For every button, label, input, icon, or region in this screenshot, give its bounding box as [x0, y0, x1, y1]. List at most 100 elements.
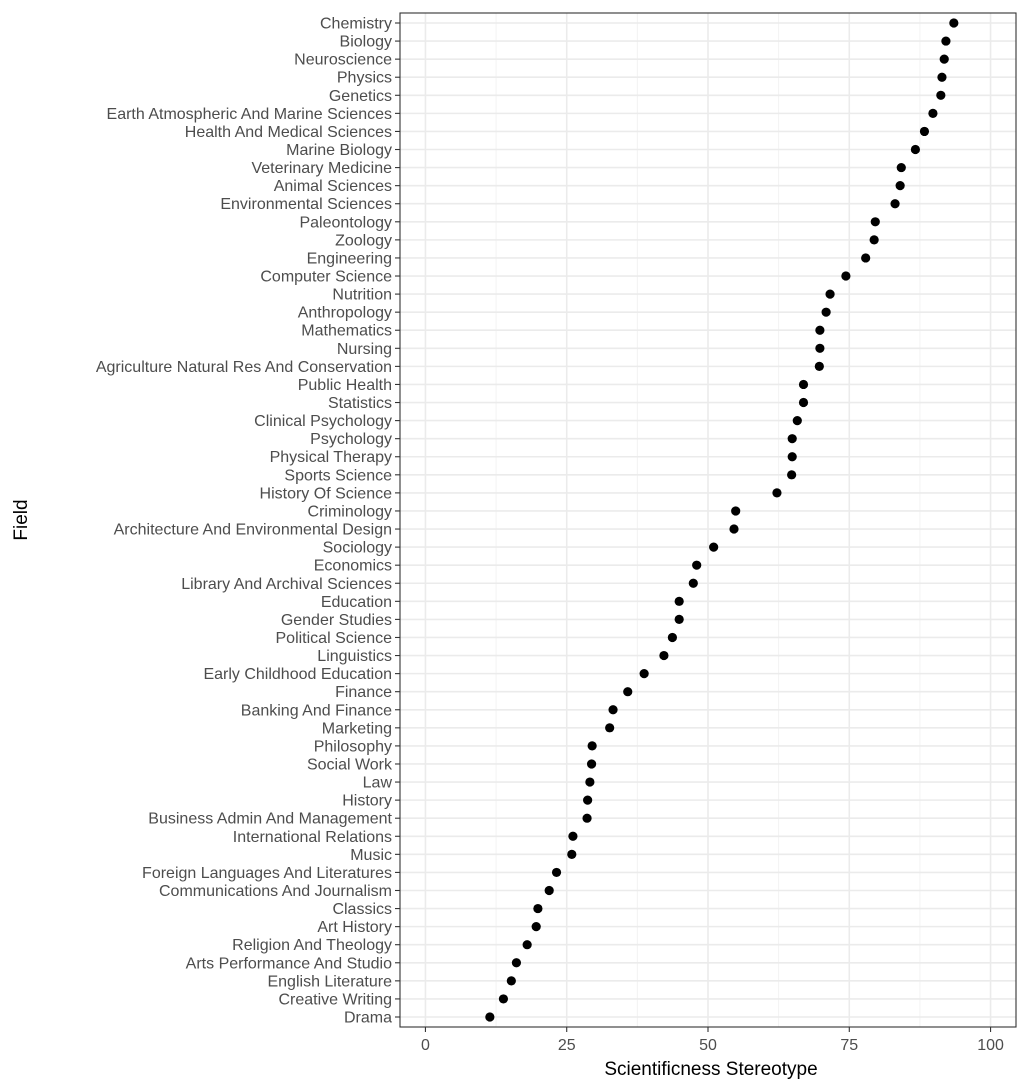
data-point: [709, 542, 719, 552]
data-point: [787, 452, 797, 462]
y-tick-label: Finance: [335, 684, 392, 701]
x-tick-label: 50: [699, 1037, 717, 1054]
data-point: [586, 759, 597, 769]
data-point: [787, 470, 797, 480]
y-tick-label: Linguistics: [317, 648, 392, 665]
data-point: [815, 325, 825, 335]
data-point: [895, 181, 905, 191]
data-point: [787, 434, 797, 444]
data-point: [729, 524, 739, 534]
x-axis-ticks: [424, 1027, 992, 1032]
y-tick-label: Business Admin And Management: [148, 811, 392, 828]
y-tick-label: Neuroscience: [294, 52, 392, 69]
y-tick-label: Creative Writing: [278, 991, 392, 1008]
data-point: [896, 162, 906, 173]
data-point: [667, 632, 677, 643]
data-point: [506, 976, 516, 986]
data-point: [623, 687, 633, 697]
y-tick-label: Drama: [344, 1010, 392, 1027]
data-point: [941, 36, 951, 46]
y-tick-label: Sociology: [323, 540, 392, 557]
data-point: [919, 126, 930, 137]
y-tick-label: History Of Science: [260, 485, 393, 502]
data-point: [551, 867, 562, 878]
data-point: [531, 922, 541, 932]
data-point: [869, 235, 879, 245]
y-tick-label: Economics: [314, 558, 392, 575]
y-tick-label: Marine Biology: [286, 142, 392, 159]
y-tick-label: Banking And Finance: [241, 702, 392, 719]
x-tick-label: 100: [977, 1037, 1004, 1054]
y-tick-label: Physics: [337, 70, 392, 87]
data-point: [568, 831, 578, 841]
data-point: [639, 669, 649, 679]
data-point: [498, 994, 509, 1004]
y-axis-title: Field: [11, 499, 32, 540]
y-tick-label: Zoology: [335, 232, 392, 249]
x-axis-title: Scientificness Stereotype: [604, 1059, 817, 1080]
data-point: [825, 289, 835, 299]
y-tick-label: Criminology: [308, 503, 392, 520]
data-point: [587, 741, 597, 751]
data-point: [692, 560, 702, 570]
y-tick-label: History: [342, 793, 392, 810]
y-tick-label: English Literature: [267, 973, 392, 990]
data-point: [582, 813, 592, 823]
data-point: [798, 379, 809, 390]
data-point: [937, 72, 947, 82]
data-points: [485, 18, 959, 1022]
y-tick-label: Education: [321, 594, 392, 611]
y-tick-label: Biology: [340, 34, 392, 51]
data-point: [567, 849, 577, 859]
y-tick-label: Political Science: [276, 630, 393, 647]
y-tick-label: Classics: [332, 901, 392, 918]
y-tick-label: Animal Sciences: [274, 178, 392, 195]
y-axis-ticks: [395, 22, 400, 1018]
y-tick-label: Public Health: [298, 377, 392, 394]
y-tick-label: Health And Medical Sciences: [185, 124, 392, 141]
data-point: [815, 343, 825, 353]
y-tick-label: International Relations: [233, 829, 392, 846]
x-axis-tick-labels: 0 25 50 75 100: [421, 1037, 1004, 1054]
data-point: [821, 307, 831, 317]
data-point: [674, 596, 684, 606]
y-tick-label: Mathematics: [301, 323, 392, 340]
y-tick-label: Computer Science: [260, 269, 392, 286]
data-point: [841, 271, 851, 281]
y-tick-label: Environmental Sciences: [220, 196, 392, 213]
data-point: [544, 885, 554, 896]
data-point: [936, 90, 946, 100]
data-point: [928, 108, 938, 118]
y-tick-label: Gender Studies: [281, 612, 392, 629]
data-point: [688, 578, 698, 588]
y-tick-label: Arts Performance And Studio: [186, 955, 392, 972]
data-point: [949, 18, 959, 28]
data-point: [511, 958, 522, 968]
x-tick-label: 25: [558, 1037, 576, 1054]
y-tick-label: Foreign Languages And Literatures: [142, 865, 392, 882]
data-point: [792, 416, 802, 426]
x-tick-label: 75: [840, 1037, 858, 1054]
y-tick-label: Law: [363, 775, 393, 792]
y-tick-label: Music: [350, 847, 392, 864]
y-tick-label: Paleontology: [299, 214, 392, 231]
y-tick-label: Marketing: [322, 720, 392, 737]
y-tick-label: Sports Science: [284, 467, 392, 484]
minor-gridlines: [495, 13, 921, 1027]
y-tick-label: Nursing: [337, 341, 392, 358]
y-tick-label: Psychology: [310, 431, 392, 448]
data-point: [772, 488, 782, 498]
data-point: [674, 614, 684, 625]
data-point: [798, 397, 809, 408]
y-tick-label: Physical Therapy: [270, 449, 392, 466]
y-tick-label: Clinical Psychology: [254, 413, 392, 430]
y-tick-label: Anthropology: [298, 305, 392, 322]
data-point: [485, 1012, 495, 1022]
y-tick-label: Early Childhood Education: [203, 666, 392, 683]
data-point: [890, 199, 900, 209]
major-gridlines: [400, 13, 1016, 1027]
data-point: [583, 795, 593, 805]
y-tick-label: Chemistry: [320, 16, 392, 33]
